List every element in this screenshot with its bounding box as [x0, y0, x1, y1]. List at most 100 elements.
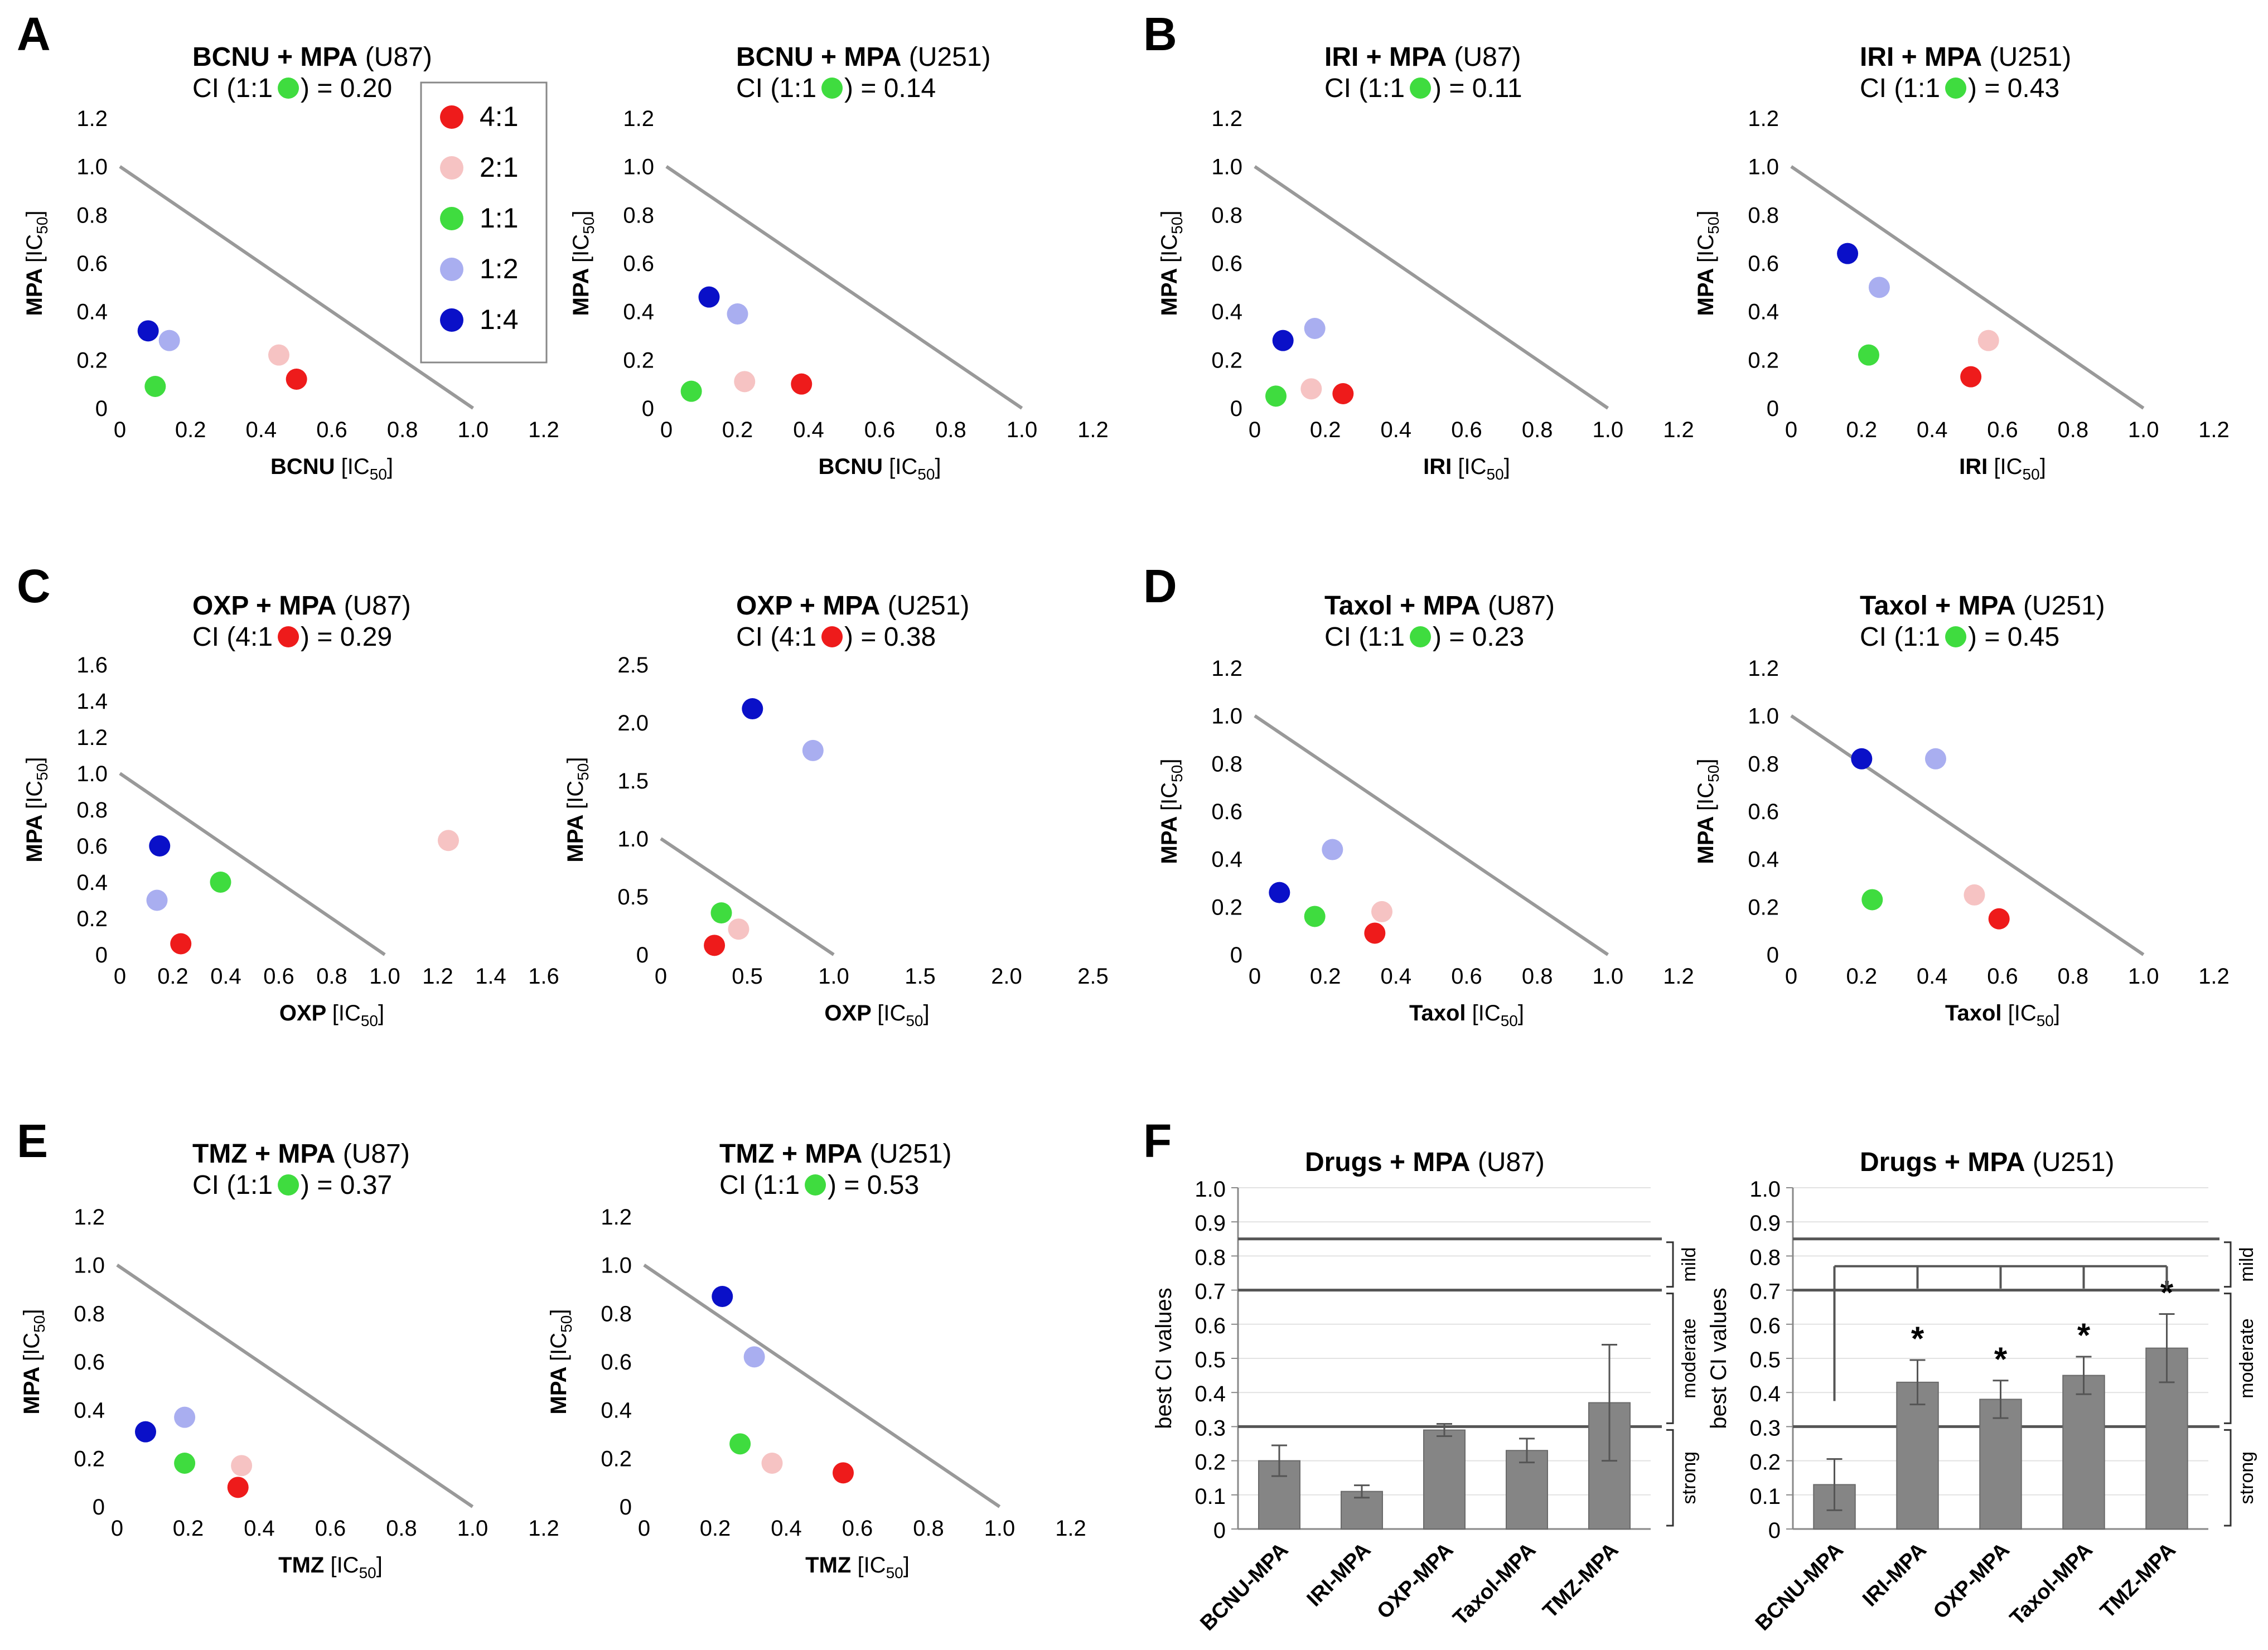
category-label: OXP-MPA: [1372, 1538, 1458, 1624]
chart-title: Taxol + MPA (U87): [1324, 591, 1555, 621]
y-tick-label: 0.5: [617, 885, 649, 909]
data-point-1-2: [1868, 277, 1890, 298]
bar-chart-F2: Drugs + MPA (U251) 0 0.1 0.2 0.3 0.4 0.5 0.6 0.7…: [1706, 1148, 2257, 1636]
y-tick-label: 0.4: [623, 300, 654, 325]
panel-letter-A: A: [17, 8, 51, 60]
data-point-4-1: [704, 935, 726, 956]
data-point-4-1: [227, 1477, 249, 1498]
band-label-mild: mild: [1679, 1247, 1700, 1282]
y-axis-unit: [IC: [1694, 234, 1718, 263]
y-tick-label: 1.0: [1748, 704, 1779, 729]
x-axis-sub: 50: [906, 1012, 923, 1029]
band-label-moderate: moderate: [2236, 1318, 2257, 1399]
data-point-2-1: [761, 1453, 783, 1474]
data-point-1-4: [135, 1421, 156, 1443]
isobologram-D1: Taxol + MPA (U87)CI (1:1) = 0.230 0.2 0.4 0…: [1157, 591, 1694, 1029]
x-tick-label: 0.6: [864, 418, 896, 442]
y-axis-unit: [IC: [547, 1333, 571, 1361]
ci-ratio-dot: [1945, 78, 1967, 99]
y-tick-label: 0: [1767, 396, 1779, 421]
x-tick-label: 0: [1249, 418, 1261, 442]
isobologram-C2: OXP + MPA (U251)CI (4:1) = 0.380 0.5 1.0 1.…: [563, 591, 1109, 1029]
y-tick-label: 0.6: [1748, 251, 1779, 276]
x-tick-label: 0: [111, 1516, 123, 1541]
ci-ratio-dot: [1945, 626, 1967, 647]
ci-label: CI (1:1: [1860, 74, 1940, 103]
x-tick-label: 1.0: [369, 964, 400, 989]
x-axis-label: IRI [IC50]: [1959, 454, 2046, 483]
band-label-mild: mild: [2236, 1247, 2257, 1282]
y-tick-label: 0.2: [1211, 895, 1242, 920]
chart-title: BCNU + MPA (U87): [192, 42, 432, 72]
x-tick-label: 0: [1785, 418, 1797, 442]
x-tick-label: 0.8: [387, 418, 418, 442]
ci-value: ) = 0.45: [1968, 622, 2059, 652]
bar-chart-F1: Drugs + MPA (U87) 0 0.1 0.2 0.3 0.4 0.5 0.6 0.7 0…: [1152, 1148, 1700, 1636]
legend-label: 1:2: [480, 253, 519, 284]
additivity-isobole: [1790, 714, 2145, 956]
y-axis-unit: [IC: [1157, 234, 1182, 263]
title-drugs: Taxol + MPA: [1860, 591, 2016, 621]
y-tick-label: 0.2: [76, 907, 108, 931]
x-tick-label: 0.6: [315, 1516, 346, 1541]
y-tick-label: 1.2: [1211, 107, 1242, 131]
ci-ratio-dot: [1410, 78, 1432, 99]
ci-ratio-dot: [278, 78, 299, 99]
chart-title: TMZ + MPA (U251): [719, 1139, 952, 1169]
data-point-1-2: [1304, 318, 1326, 339]
title-cell-line: (U251): [880, 591, 969, 621]
isobologram-B1: IRI + MPA (U87)CI (1:1) = 0.110 0.2 0.4 0.6…: [1157, 42, 1694, 483]
isobologram-D2: Taxol + MPA (U251)CI (1:1) = 0.450 0.2 0.4…: [1694, 591, 2230, 1029]
y-tick-label: 0.6: [1195, 1314, 1226, 1338]
x-axis-close: ]: [2040, 454, 2046, 479]
x-tick-label: 0: [638, 1516, 650, 1541]
y-tick-label: 0: [95, 943, 108, 967]
additivity-isobole: [1254, 714, 1609, 956]
y-axis-sub: 50: [574, 763, 592, 781]
x-axis-drug: OXP: [279, 1001, 332, 1025]
y-tick-label: 0: [1230, 396, 1242, 421]
band-label-strong: strong: [2236, 1451, 2257, 1504]
y-tick-label: 0.7: [1749, 1280, 1781, 1304]
chart-title: IRI + MPA (U251): [1860, 42, 2071, 72]
data-point-1-4: [1269, 882, 1290, 903]
ratio-legend: 4:1 2:1 1:1 1:2 1:4: [420, 81, 548, 364]
x-tick-label: 0.2: [175, 418, 206, 442]
y-axis-label: best CI values: [1152, 1288, 1176, 1429]
y-tick-label: 0.5: [1749, 1348, 1781, 1372]
y-axis-close: ]: [22, 211, 47, 217]
x-tick-label: 1.0: [818, 964, 849, 989]
x-tick-label: 1.0: [457, 1516, 489, 1541]
isobologram-A2: BCNU + MPA (U251)CI (1:1) = 0.140 0.2 0.4 0…: [569, 42, 1109, 483]
chart-title: Drugs + MPA (U251): [1860, 1148, 2115, 1177]
data-point-2-1: [231, 1455, 253, 1477]
x-tick-label: 0.4: [1381, 964, 1412, 989]
y-axis-sub: 50: [1168, 765, 1186, 782]
y-tick-label: 0.2: [76, 348, 108, 372]
y-tick-label: 0.8: [601, 1301, 632, 1326]
x-tick-label: 2.0: [991, 964, 1022, 989]
x-tick-label: 0.4: [771, 1516, 802, 1541]
y-tick-label: 1.0: [76, 762, 108, 786]
y-axis-label: MPA [IC50]: [1157, 211, 1186, 316]
y-tick-label: 0: [1767, 943, 1779, 967]
isobologram-E1: TMZ + MPA (U87)CI (1:1) = 0.370 0.2 0.4 0.6…: [20, 1139, 559, 1581]
x-axis-close: ]: [935, 454, 941, 479]
data-point-1-2: [1924, 748, 1946, 770]
y-tick-label: 1.2: [1748, 107, 1779, 131]
x-tick-label: 1.4: [475, 964, 506, 989]
y-tick-label: 0.2: [601, 1446, 632, 1471]
x-axis-sub: 50: [361, 1012, 378, 1029]
title-drugs: BCNU + MPA: [192, 42, 357, 72]
ci-value: ) = 0.43: [1968, 74, 2059, 103]
data-point-1-4: [149, 835, 171, 857]
y-axis-sub: 50: [558, 1315, 575, 1333]
data-point-2-1: [1371, 901, 1392, 922]
data-point-1-4: [742, 698, 763, 720]
x-tick-label: 1.2: [1663, 418, 1694, 442]
x-tick-label: 0.2: [157, 964, 188, 989]
chart-title: OXP + MPA (U251): [736, 591, 969, 621]
x-axis-unit: [IC: [1994, 454, 2022, 479]
y-axis-sub: 50: [1705, 217, 1722, 234]
ci-value: ) = 0.53: [828, 1170, 919, 1200]
